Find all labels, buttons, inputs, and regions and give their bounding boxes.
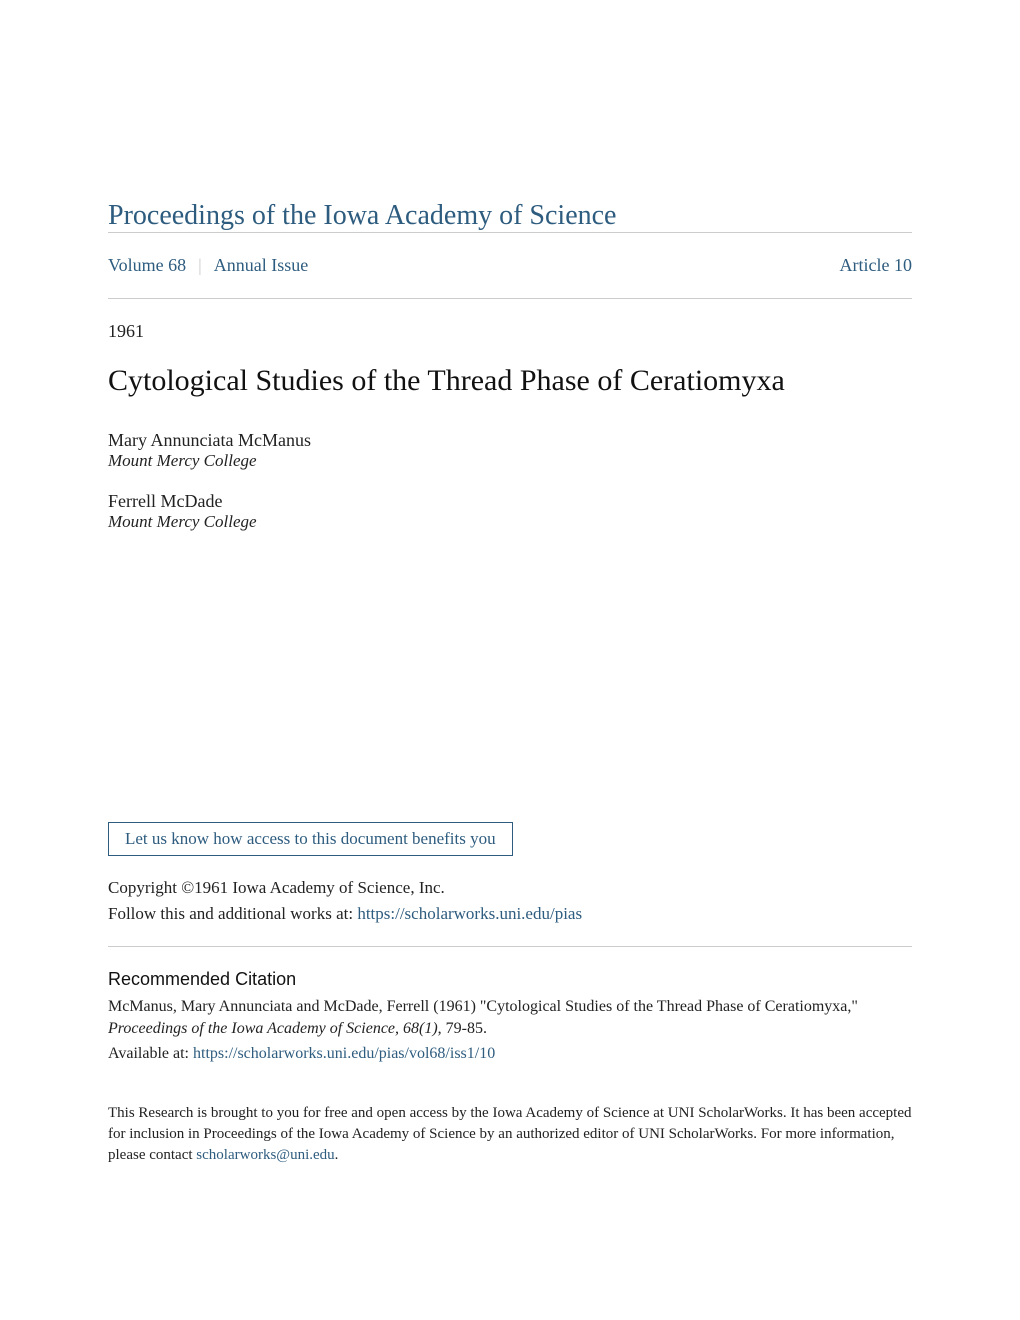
- meta-row: Volume 68 | Annual Issue Article 10: [108, 233, 912, 298]
- follow-label: Follow this and additional works at:: [108, 904, 357, 923]
- recommended-citation-heading: Recommended Citation: [108, 969, 912, 990]
- benefits-button[interactable]: Let us know how access to this document …: [108, 822, 513, 856]
- journal-title-link[interactable]: Proceedings of the Iowa Academy of Scien…: [108, 200, 616, 231]
- footer-email-link[interactable]: scholarworks@uni.edu: [196, 1147, 334, 1163]
- volume-link[interactable]: Volume 68: [108, 255, 186, 276]
- follow-link[interactable]: https://scholarworks.uni.edu/pias: [357, 904, 582, 923]
- available-label: Available at:: [108, 1045, 193, 1062]
- citation-text: McManus, Mary Annunciata and McDade, Fer…: [108, 996, 912, 1041]
- meta-divider: [108, 298, 912, 299]
- author-block: Ferrell McDade Mount Mercy College: [108, 491, 912, 532]
- meta-separator: |: [198, 255, 202, 276]
- footer-tail: .: [335, 1147, 339, 1163]
- issue-link[interactable]: Annual Issue: [214, 255, 308, 276]
- citation-italic: Proceedings of the Iowa Academy of Scien…: [108, 1020, 438, 1037]
- available-link[interactable]: https://scholarworks.uni.edu/pias/vol68/…: [193, 1045, 495, 1062]
- follow-line: Follow this and additional works at: htt…: [108, 904, 912, 924]
- footer-text: This Research is brought to you for free…: [108, 1103, 912, 1166]
- author-block: Mary Annunciata McManus Mount Mercy Coll…: [108, 430, 912, 471]
- author-name: Ferrell McDade: [108, 491, 912, 512]
- spacer: [108, 552, 912, 822]
- article-link[interactable]: Article 10: [840, 255, 912, 276]
- year-label: 1961: [108, 321, 912, 342]
- article-title: Cytological Studies of the Thread Phase …: [108, 364, 912, 398]
- citation-line1: McManus, Mary Annunciata and McDade, Fer…: [108, 998, 858, 1015]
- citation-tail: , 79-85.: [438, 1020, 487, 1037]
- copyright-text: Copyright ©1961 Iowa Academy of Science,…: [108, 878, 912, 898]
- section-divider: [108, 946, 912, 947]
- available-at: Available at: https://scholarworks.uni.e…: [108, 1045, 912, 1063]
- author-affiliation: Mount Mercy College: [108, 451, 912, 471]
- author-affiliation: Mount Mercy College: [108, 512, 912, 532]
- author-name: Mary Annunciata McManus: [108, 430, 912, 451]
- meta-left: Volume 68 | Annual Issue: [108, 255, 308, 276]
